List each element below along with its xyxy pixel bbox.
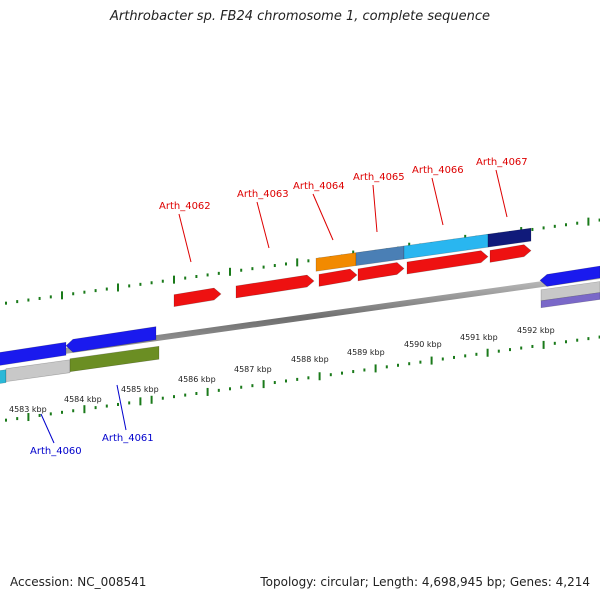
- inner-tick-track: [5, 335, 600, 422]
- leader-line: [495, 169, 508, 218]
- genome-summary-text: Topology: circular; Length: 4,698,945 bp…: [260, 575, 590, 589]
- scale-label: 4592 kbp: [517, 326, 555, 335]
- scale-label: 4583 kbp: [9, 405, 47, 414]
- leader-line: [431, 177, 444, 226]
- gene-arrow-Arth_4066: [406, 250, 489, 275]
- feature-tracks: [0, 227, 600, 384]
- leader-line: [178, 213, 192, 263]
- scale-label: 4584 kbp: [64, 395, 102, 404]
- gene-label: Arth_4062: [159, 201, 211, 212]
- gene-label: Arth_4066: [412, 165, 464, 176]
- gene-label: Arth_4061: [102, 433, 154, 444]
- gene-label: Arth_4065: [353, 172, 405, 183]
- scale-label: 4586 kbp: [178, 375, 216, 384]
- leader-line: [372, 184, 378, 233]
- feature-band-grey: [540, 281, 600, 302]
- feature-band: [315, 252, 357, 272]
- gene-arrow-Arth_4061: [65, 326, 157, 353]
- gene-label: Arth_4063: [237, 189, 289, 200]
- gene-label: Arth_4060: [30, 446, 82, 457]
- gene-label: Arth_4067: [476, 157, 528, 168]
- scale-label: 4591 kbp: [460, 333, 498, 342]
- gene-arrow-Arth_4063: [235, 274, 315, 299]
- leader-line: [40, 413, 55, 444]
- gene-arrow-Arth_4060: [0, 341, 67, 366]
- gene-arrow-Arth_4062: [173, 287, 222, 307]
- scale-label: 4589 kbp: [347, 348, 385, 357]
- feature-band: [0, 369, 7, 384]
- feature-band-olive: [69, 345, 160, 373]
- feature-band-purple: [540, 292, 600, 309]
- gene-arrow-Arth_4064: [318, 268, 358, 287]
- leader-line: [116, 384, 127, 431]
- scale-labels: 4583 kbp 4584 kbp 4585 kbp 4586 kbp 4587 kbp…: [9, 326, 555, 414]
- scale-label: 4585 kbp: [121, 385, 159, 394]
- feature-band: [487, 227, 532, 248]
- map-title: Arthrobacter sp. FB24 chromosome 1, comp…: [109, 9, 491, 24]
- gene-labels: Arth_4062 Arth_4063 Arth_4064 Arth_4065 Arth…: [30, 157, 528, 457]
- gene-arrow-edge-reverse: [539, 265, 600, 287]
- outer-tick-track: [5, 217, 600, 305]
- feature-band-grey: [5, 359, 71, 383]
- scale-label: 4588 kbp: [291, 355, 329, 364]
- gene-label: Arth_4064: [293, 181, 345, 192]
- gene-arrow-Arth_4067: [489, 244, 532, 263]
- scale-label: 4590 kbp: [404, 340, 442, 349]
- scale-label: 4587 kbp: [234, 365, 272, 374]
- accession-text: Accession: NC_008541: [10, 575, 147, 589]
- leader-line: [312, 193, 334, 241]
- leader-line: [256, 201, 270, 249]
- gene-arrow-Arth_4065: [357, 262, 405, 282]
